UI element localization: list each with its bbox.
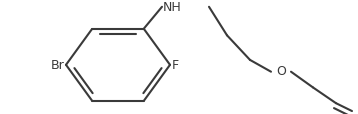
Text: NH: NH: [163, 1, 182, 14]
Text: F: F: [172, 59, 179, 72]
Text: Br: Br: [50, 59, 64, 72]
Text: O: O: [276, 65, 286, 78]
